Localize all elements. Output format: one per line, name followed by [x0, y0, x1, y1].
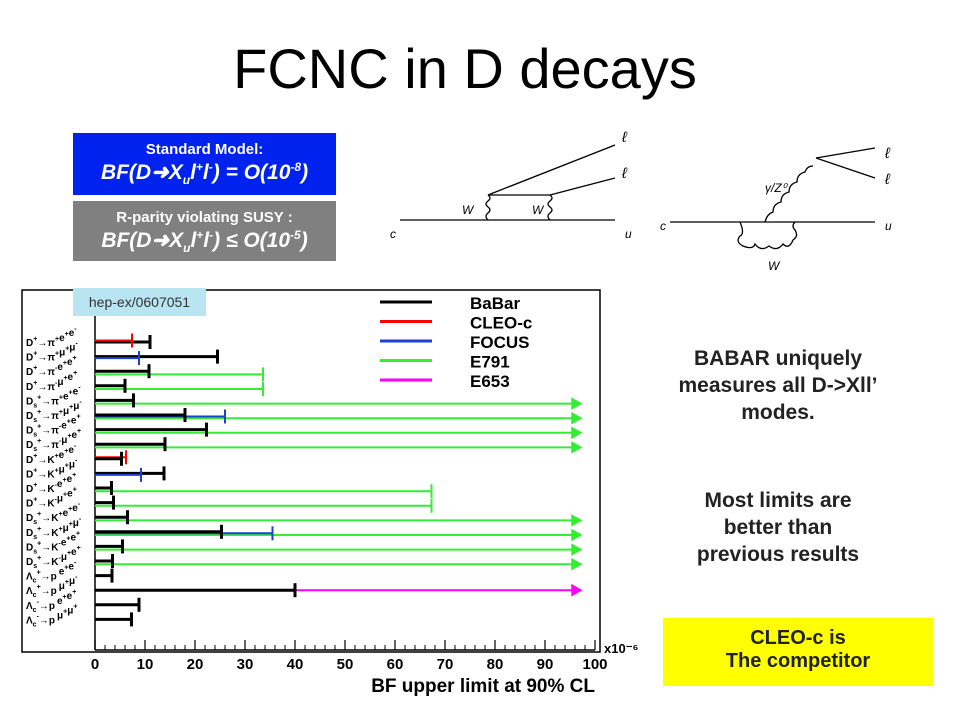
x-tick-label: 0	[91, 656, 99, 673]
left-lepton1-label: ℓ	[621, 129, 628, 146]
legend-entry: CLEO-c	[470, 314, 532, 333]
left-c-label: c	[390, 227, 396, 241]
note-line: previous results	[696, 543, 860, 566]
right-w-label: W	[768, 259, 781, 273]
sm-label: Standard Model:	[145, 141, 264, 158]
limit-arrow-e791	[571, 411, 583, 425]
competitor-line: The competitor	[725, 650, 871, 672]
x-tick-label: 100	[582, 656, 607, 673]
right-lepton1-label: ℓ	[884, 145, 891, 162]
limits-note: Most limits are better than previous res…	[628, 487, 928, 568]
note-line: Most limits are	[704, 489, 852, 512]
mode-label: D+→K+e+e-	[26, 443, 77, 466]
mode-label: D+→π-e+e+	[26, 355, 77, 378]
note-line: measures all D->Xll’	[678, 374, 878, 397]
limit-arrow-e653	[571, 583, 583, 597]
x-tick-label: 40	[287, 656, 304, 673]
x-axis-label: BF upper limit at 90% CL	[371, 676, 595, 697]
x-tick-label: 90	[537, 656, 554, 673]
limit-arrow-e791	[571, 441, 583, 454]
left-u-label: u	[625, 227, 632, 241]
x-tick-label: 20	[187, 656, 204, 673]
limit-arrow-e791	[571, 397, 583, 410]
x-tick-label: 30	[237, 656, 254, 673]
rp-label: R-parity violating SUSY :	[116, 209, 293, 226]
page-title: FCNC in D decays	[233, 37, 697, 100]
arrow-icon: ➜	[151, 161, 169, 184]
standard-model-box: Standard Model: BF(D➜Xul+l-) = O(10-8)	[73, 133, 336, 195]
mode-label: Ds+→K+e+e-	[26, 501, 81, 526]
note-line: BABAR uniquely	[694, 347, 862, 370]
note-line: better than	[723, 516, 833, 539]
x-tick-label: 50	[337, 656, 354, 673]
x-tick-label: 80	[487, 656, 504, 673]
mode-label: Λc-→p μ+μ+	[26, 603, 77, 628]
mode-label: D+→K-e+e+	[26, 472, 76, 495]
right-u-label: u	[885, 219, 892, 233]
limit-arrow-e791	[571, 557, 583, 571]
x-multiplier-label: x10⁻⁶	[604, 641, 639, 656]
mode-label: D+→K-μ+e+	[26, 487, 77, 510]
legend-entry: FOCUS	[470, 333, 530, 352]
rp-equation: BF(D➜Xul+l-) ≤ O(10-5)	[101, 228, 308, 256]
left-w2-label: W	[532, 203, 545, 217]
limit-arrow-e791	[571, 543, 583, 556]
mode-label: Ds+→K-e+e+	[26, 530, 80, 555]
right-boson-label: γ/Z⁰	[765, 181, 789, 195]
x-tick-label: 10	[137, 656, 154, 673]
mode-label: D+→π-μ+e+	[26, 370, 77, 393]
limit-arrow-e791	[571, 514, 583, 527]
competitor-line: CLEO-c is	[750, 627, 846, 649]
legend-entry: E791	[470, 353, 510, 372]
left-w1-label: W	[462, 203, 475, 217]
competitor-box: CLEO-c is The competitor	[663, 618, 933, 686]
mode-label: D+→π+μ+μ-	[26, 341, 78, 364]
mode-label: Ds+→K+μ+μ-	[26, 516, 82, 541]
x-tick-label: 60	[387, 656, 404, 673]
legend-entry: E653	[470, 372, 510, 391]
mode-label: Λc+→p e+e-	[26, 560, 77, 585]
left-lepton2-label: ℓ	[621, 165, 628, 182]
mode-label: Ds+→K-μ+e+	[26, 545, 81, 570]
rparity-susy-box: R-parity violating SUSY : BF(D➜Xul+l-) ≤…	[73, 201, 336, 261]
right-lepton2-label: ℓ	[884, 171, 891, 188]
x-tick-label: 70	[437, 656, 454, 673]
mode-label: Ds+→π+e+e-	[26, 384, 81, 409]
mode-label: Λc-→p e+e+	[26, 589, 76, 614]
right-c-label: c	[660, 219, 666, 233]
arrow-icon: ➜	[151, 229, 170, 252]
limit-arrow-e791	[571, 528, 583, 542]
reference-label: hep-ex/0607051	[73, 288, 206, 316]
penguin-box-diagram	[400, 144, 616, 221]
mode-label: D+→π+e+e-	[26, 326, 77, 349]
note-line: modes.	[741, 401, 815, 424]
penguin-loop-diagram	[670, 147, 876, 250]
mode-label: Ds+→π-e+e+	[26, 414, 81, 439]
feynman-diagrams: ℓ ℓ W W c u γ/Z⁰ ℓ ℓ W c u	[390, 129, 892, 273]
babar-note: BABAR uniquely measures all D->Xll’ mode…	[628, 345, 928, 426]
mode-label: Λc+→p μ+μ-	[26, 574, 78, 599]
limit-arrow-e791	[571, 426, 583, 440]
mode-label: D+→K+μ+μ-	[26, 457, 78, 480]
mode-label: Ds+→π+μ+μ-	[26, 399, 82, 424]
sm-equation: BF(D➜Xul+l-) = O(10-8)	[100, 160, 309, 188]
mode-label: Ds+→π-μ+e+	[26, 428, 81, 453]
legend-entry: BaBar	[470, 294, 520, 313]
